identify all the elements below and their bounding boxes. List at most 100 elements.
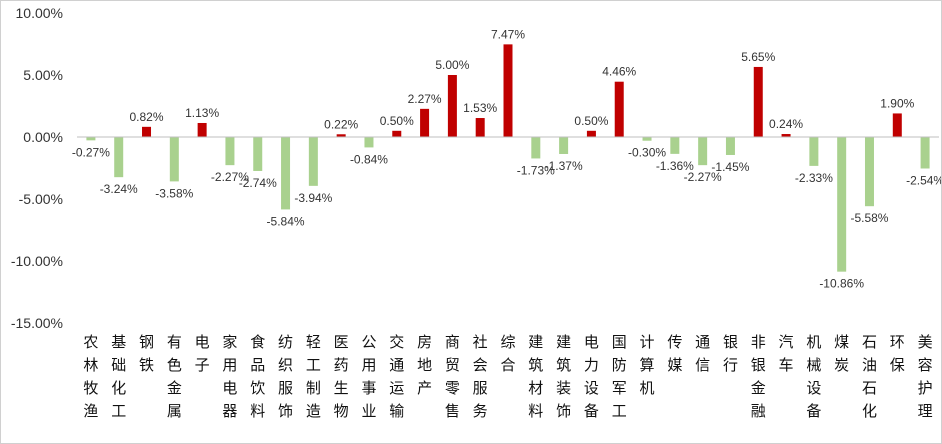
data-label: -3.24% bbox=[100, 182, 138, 196]
data-label: -0.27% bbox=[72, 145, 110, 159]
data-label: 0.50% bbox=[574, 114, 608, 128]
category-label: 通信 bbox=[695, 333, 710, 374]
data-label: -0.30% bbox=[628, 146, 666, 160]
bar bbox=[308, 137, 318, 186]
data-label: -3.58% bbox=[155, 186, 193, 200]
data-labels: -0.27%-3.24%0.82%-3.58%1.13%-2.27%-2.74%… bbox=[72, 27, 941, 290]
category-label: 家用电器 bbox=[222, 333, 237, 420]
bar bbox=[503, 44, 513, 137]
data-label: 2.27% bbox=[408, 92, 442, 106]
data-label: 0.24% bbox=[769, 117, 803, 131]
data-label: -1.36% bbox=[656, 159, 694, 173]
bar bbox=[142, 126, 152, 137]
bar bbox=[837, 137, 847, 272]
category-label: 计算机 bbox=[640, 333, 655, 397]
x-axis-categories: 农林牧渔基础化工钢铁有色金属电子家用电器食品饮料纺织服饰轻工制造医药生物公用事业… bbox=[83, 333, 932, 420]
bar bbox=[114, 137, 124, 178]
y-tick-label: 0.00% bbox=[23, 129, 63, 145]
category-label: 医药生物 bbox=[334, 333, 349, 420]
bar bbox=[364, 137, 374, 148]
y-tick-label: -15.00% bbox=[11, 315, 63, 331]
data-label: -1.37% bbox=[545, 159, 583, 173]
category-label: 环保 bbox=[890, 333, 905, 374]
category-label: 食品饮料 bbox=[250, 333, 265, 420]
bars bbox=[86, 44, 930, 272]
bar bbox=[698, 137, 708, 166]
data-label: 0.50% bbox=[380, 114, 414, 128]
y-tick-label: 10.00% bbox=[16, 5, 63, 21]
data-label: -2.74% bbox=[239, 176, 277, 190]
data-label: -1.73% bbox=[517, 163, 555, 177]
data-label: 1.90% bbox=[880, 96, 914, 110]
category-label: 煤炭 bbox=[834, 333, 849, 374]
data-label: 5.00% bbox=[435, 58, 469, 72]
category-label: 公用事业 bbox=[361, 333, 376, 420]
data-label: 1.13% bbox=[185, 106, 219, 120]
data-label: -5.58% bbox=[850, 211, 888, 225]
category-label: 汽车 bbox=[779, 333, 794, 374]
category-label: 银行 bbox=[723, 333, 738, 374]
data-label: -1.45% bbox=[711, 160, 749, 174]
category-label: 轻工制造 bbox=[306, 333, 321, 420]
data-label: -10.86% bbox=[819, 277, 864, 291]
bar bbox=[531, 137, 541, 159]
y-tick-label: -10.00% bbox=[11, 253, 63, 269]
category-label: 建筑装饰 bbox=[556, 333, 571, 420]
bar bbox=[753, 66, 763, 137]
bar bbox=[86, 137, 96, 141]
category-label: 纺织服饰 bbox=[278, 333, 293, 420]
data-label: -0.84% bbox=[350, 152, 388, 166]
bar bbox=[809, 137, 819, 166]
bar bbox=[336, 134, 346, 137]
data-label: 4.46% bbox=[602, 65, 636, 79]
category-label: 国防军工 bbox=[612, 333, 627, 420]
bar bbox=[614, 81, 624, 137]
data-label: 5.65% bbox=[741, 50, 775, 64]
bar bbox=[920, 137, 930, 169]
bar bbox=[447, 75, 457, 137]
category-label: 农林牧渔 bbox=[83, 333, 98, 420]
category-label: 非银金融 bbox=[751, 333, 766, 420]
category-label: 房地产 bbox=[417, 333, 432, 397]
bar bbox=[225, 137, 235, 166]
category-label: 美容护理 bbox=[918, 333, 933, 420]
bar bbox=[392, 130, 402, 137]
category-label: 有色金属 bbox=[167, 333, 182, 420]
bar bbox=[559, 137, 569, 154]
data-label: -5.84% bbox=[267, 214, 305, 228]
bar bbox=[586, 130, 596, 137]
bar bbox=[892, 113, 902, 137]
category-label: 电力设备 bbox=[584, 333, 599, 420]
bar bbox=[475, 118, 485, 137]
category-label: 交通运输 bbox=[389, 333, 404, 420]
data-label: -2.54% bbox=[906, 173, 941, 187]
bar bbox=[864, 137, 874, 207]
data-label: 7.47% bbox=[491, 27, 525, 41]
y-tick-label: 5.00% bbox=[23, 67, 63, 83]
bar bbox=[725, 137, 735, 155]
category-label: 社会服务 bbox=[473, 333, 488, 420]
category-label: 机械设备 bbox=[806, 333, 821, 420]
bar bbox=[642, 137, 652, 141]
category-label: 石油石化 bbox=[862, 333, 877, 420]
data-label: -2.27% bbox=[211, 170, 249, 184]
bar bbox=[253, 137, 263, 171]
bar bbox=[169, 137, 179, 182]
bar bbox=[281, 137, 291, 210]
data-label: -3.94% bbox=[294, 191, 332, 205]
data-label: -2.27% bbox=[684, 170, 722, 184]
category-label: 传媒 bbox=[667, 333, 682, 374]
y-tick-label: -5.00% bbox=[19, 191, 63, 207]
bar bbox=[781, 134, 791, 137]
category-label: 建筑材料 bbox=[528, 333, 543, 420]
category-label: 综合 bbox=[500, 333, 515, 374]
bar bbox=[197, 122, 207, 137]
category-label: 电子 bbox=[195, 333, 210, 374]
data-label: 0.82% bbox=[130, 110, 164, 124]
data-label: 0.22% bbox=[324, 117, 358, 131]
data-label: 1.53% bbox=[463, 101, 497, 115]
bar bbox=[670, 137, 680, 154]
category-label: 钢铁 bbox=[139, 333, 154, 374]
